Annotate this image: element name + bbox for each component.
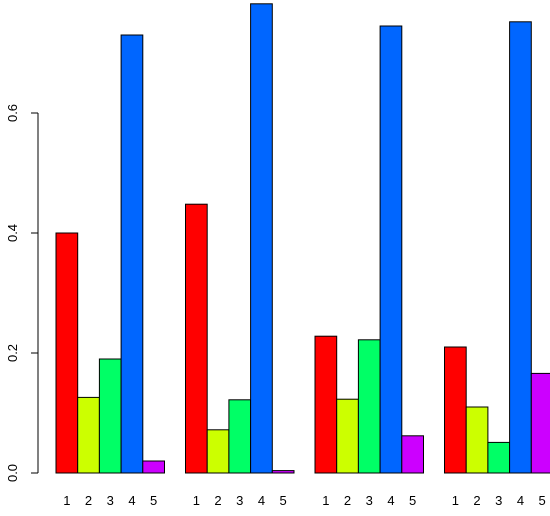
x-tick-label: 4 <box>258 493 265 508</box>
y-axis: 0.0 0.2 0.4 0.6 <box>5 104 39 482</box>
bar-group-2-series-5 <box>271 470 295 474</box>
bar-group-1-series-5 <box>142 460 166 474</box>
bar-group-4-series-3 <box>487 441 511 474</box>
bar-group-1-series-3 <box>98 358 122 474</box>
x-tick-label: 4 <box>517 493 524 508</box>
y-tick-label: 0.2 <box>5 344 20 362</box>
y-tick-label: 0.0 <box>5 464 20 482</box>
x-tick-label: 1 <box>322 493 329 508</box>
x-tick-label: 5 <box>150 493 157 508</box>
x-tick-label: 5 <box>409 493 416 508</box>
x-tick-label: 1 <box>63 493 70 508</box>
x-tick-label: 2 <box>473 493 480 508</box>
bar-group-2-series-2 <box>206 429 230 474</box>
x-tick-label: 4 <box>387 493 394 508</box>
x-tick-label: 2 <box>85 493 92 508</box>
x-tick-label: 5 <box>539 493 546 508</box>
bar-group-3-series-2 <box>336 398 359 474</box>
bar-group-4-series-2 <box>465 406 489 474</box>
bar-group-2-series-1 <box>185 203 208 474</box>
x-tick-label: 2 <box>214 493 221 508</box>
bar-group-3-series-3 <box>357 339 381 474</box>
bar-group-4-series-1 <box>444 346 467 474</box>
x-tick-label: 3 <box>366 493 373 508</box>
bar-group-2-series-3 <box>228 399 252 474</box>
bars <box>55 3 550 474</box>
x-tick-label: 1 <box>452 493 459 508</box>
bar-group-1-series-2 <box>77 396 100 474</box>
x-tick-label: 3 <box>107 493 114 508</box>
bar-group-3-series-1 <box>314 335 338 474</box>
bar-group-2-series-4 <box>250 3 273 474</box>
bar-group-1-series-1 <box>55 232 79 474</box>
x-tick-label: 3 <box>495 493 502 508</box>
y-tick-label: 0.4 <box>5 224 20 242</box>
bar-group-4-series-5 <box>530 372 550 474</box>
bar-group-3-series-4 <box>379 25 403 474</box>
x-tick-label: 2 <box>344 493 351 508</box>
x-tick-label: 3 <box>236 493 243 508</box>
bar-group-1-series-4 <box>120 34 144 474</box>
bar-group-4-series-4 <box>509 21 532 474</box>
x-tick-label: 5 <box>280 493 287 508</box>
x-tick-label: 1 <box>193 493 200 508</box>
x-tick-label: 4 <box>128 493 135 508</box>
bar-group-3-series-5 <box>401 435 424 474</box>
y-tick-label: 0.6 <box>5 104 20 122</box>
